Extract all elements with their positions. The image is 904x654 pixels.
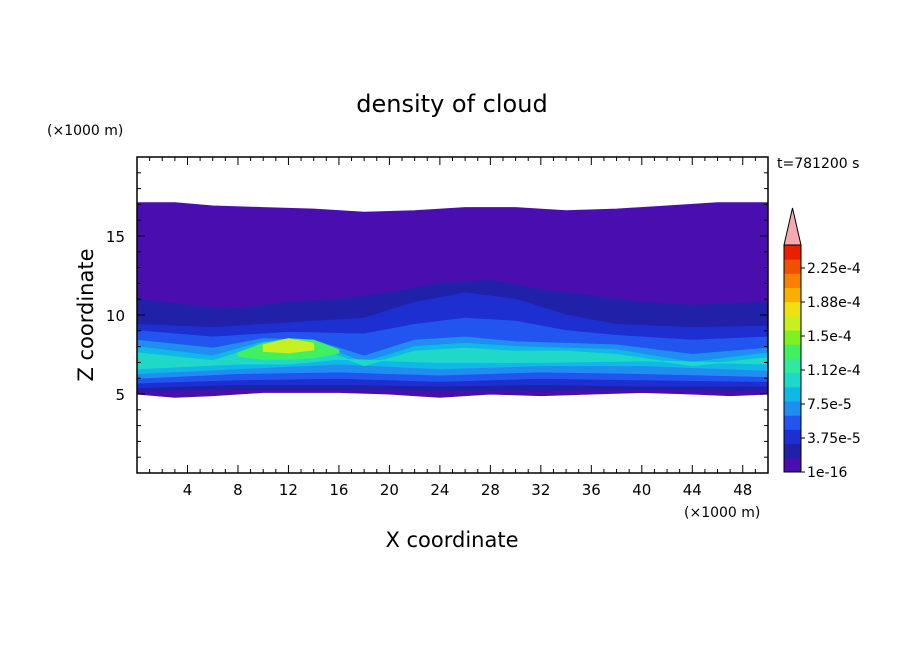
y-axis-ticks: 5 10 15	[106, 172, 768, 458]
x-unit-label: (×1000 m)	[684, 505, 760, 521]
x-tick-label: 16	[329, 481, 348, 499]
density-field	[137, 202, 768, 398]
y-tick-label: 5	[115, 386, 125, 404]
x-tick-label: 36	[582, 481, 601, 499]
colorbar-swatch	[784, 372, 801, 388]
x-tick-label: 32	[531, 481, 550, 499]
x-tick-label: 48	[733, 481, 752, 499]
colorbar: 1e-16 3.75e-5 7.5e-5 1.12e-4 1.5e-4 1.88e-4 2.…	[783, 207, 861, 481]
x-tick-label: 44	[683, 481, 702, 499]
colorbar-label: 7.5e-5	[807, 397, 852, 413]
colorbar-swatch	[784, 330, 801, 345]
colorbar-swatch	[784, 315, 801, 331]
colorbar-swatch	[784, 386, 801, 402]
colorbar-swatch	[784, 358, 801, 374]
y-tick-label: 15	[106, 228, 125, 246]
colorbar-swatch	[784, 457, 801, 473]
x-tick-label: 28	[481, 481, 500, 499]
colorbar-label: 2.25e-4	[807, 261, 861, 277]
x-axis-ticks: 4 8 12 16 20 24 28 32 36 40 44 48	[149, 157, 756, 499]
colorbar-swatch	[784, 415, 801, 430]
colorbar-swatch	[784, 401, 801, 416]
colorbar-label: 1.12e-4	[807, 363, 861, 379]
colorbar-overflow-triangle	[783, 207, 802, 246]
y-unit-label: (×1000 m)	[47, 123, 123, 139]
colorbar-swatch	[784, 287, 801, 303]
chart-title: density of cloud	[356, 90, 547, 118]
x-tick-label: 40	[632, 481, 651, 499]
colorbar-swatch	[784, 344, 801, 359]
contour-band-10	[262, 338, 315, 354]
colorbar-swatch	[784, 429, 801, 445]
colorbar-swatch	[784, 245, 801, 260]
colorbar-swatch	[784, 273, 801, 288]
colorbar-label: 1.5e-4	[807, 329, 852, 345]
x-tick-label: 12	[279, 481, 298, 499]
colorbar-frame	[783, 244, 802, 473]
x-tick-label: 24	[430, 481, 449, 499]
colorbar-swatch	[784, 259, 801, 274]
time-label: t=781200 s	[777, 156, 859, 172]
colorbar-label: 3.75e-5	[807, 431, 861, 447]
x-tick-label: 8	[233, 481, 243, 499]
x-tick-label: 4	[183, 481, 193, 499]
y-axis-label: Z coordinate	[74, 248, 98, 381]
colorbar-label: 1.88e-4	[807, 295, 861, 311]
y-tick-label: 10	[106, 307, 125, 325]
x-tick-label: 20	[380, 481, 399, 499]
x-axis-label: X coordinate	[385, 528, 518, 552]
colorbar-swatch	[784, 301, 801, 317]
colorbar-swatch	[784, 443, 801, 459]
colorbar-label: 1e-16	[807, 465, 847, 481]
